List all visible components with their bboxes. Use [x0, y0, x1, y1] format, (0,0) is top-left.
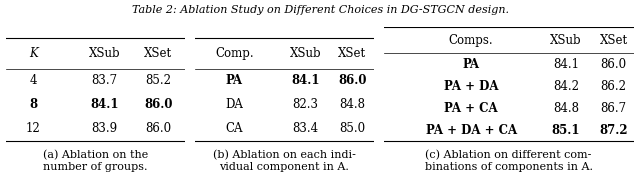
Text: 82.3: 82.3 [292, 98, 319, 111]
Text: (b) Ablation on each indi-
vidual component in A.: (b) Ablation on each indi- vidual compon… [213, 150, 356, 172]
Text: 85.0: 85.0 [339, 122, 365, 135]
Text: 83.4: 83.4 [292, 122, 319, 135]
Text: DA: DA [225, 98, 243, 111]
Text: XSet: XSet [600, 34, 628, 47]
Text: XSet: XSet [144, 47, 172, 60]
Text: Table 2: Ablation Study on Different Choices in DG-STGCN design.: Table 2: Ablation Study on Different Cho… [131, 5, 509, 15]
Text: XSub: XSub [89, 47, 120, 60]
Text: 83.7: 83.7 [92, 74, 118, 87]
Text: (a) Ablation on the
number of groups.: (a) Ablation on the number of groups. [43, 150, 148, 172]
Text: Comp.: Comp. [215, 47, 253, 60]
Text: 86.0: 86.0 [338, 74, 366, 87]
Text: 84.8: 84.8 [553, 102, 579, 115]
Text: XSub: XSub [550, 34, 582, 47]
Text: 85.2: 85.2 [145, 74, 171, 87]
Text: Comps.: Comps. [449, 34, 493, 47]
Text: 83.9: 83.9 [92, 122, 118, 135]
Text: 8: 8 [29, 98, 37, 111]
Text: 84.1: 84.1 [90, 98, 119, 111]
Text: 86.0: 86.0 [144, 98, 172, 111]
Text: XSub: XSub [290, 47, 321, 60]
Text: XSet: XSet [338, 47, 366, 60]
Text: 12: 12 [26, 122, 40, 135]
Text: PA + DA + CA: PA + DA + CA [426, 124, 516, 137]
Text: 86.7: 86.7 [600, 102, 627, 115]
Text: 87.2: 87.2 [599, 124, 628, 137]
Text: 84.1: 84.1 [291, 74, 320, 87]
Text: PA: PA [463, 58, 479, 71]
Text: PA + CA: PA + CA [444, 102, 498, 115]
Text: 86.0: 86.0 [600, 58, 627, 71]
Text: (c) Ablation on different com-
binations of components in A.: (c) Ablation on different com- binations… [424, 150, 593, 172]
Text: 84.1: 84.1 [553, 58, 579, 71]
Text: 84.2: 84.2 [553, 80, 579, 93]
Text: 4: 4 [29, 74, 37, 87]
Text: 86.0: 86.0 [145, 122, 172, 135]
Text: CA: CA [225, 122, 243, 135]
Text: K: K [29, 47, 38, 60]
Text: 85.1: 85.1 [552, 124, 580, 137]
Text: 86.2: 86.2 [600, 80, 627, 93]
Text: PA + DA: PA + DA [444, 80, 499, 93]
Text: 84.8: 84.8 [339, 98, 365, 111]
Text: PA: PA [226, 74, 243, 87]
